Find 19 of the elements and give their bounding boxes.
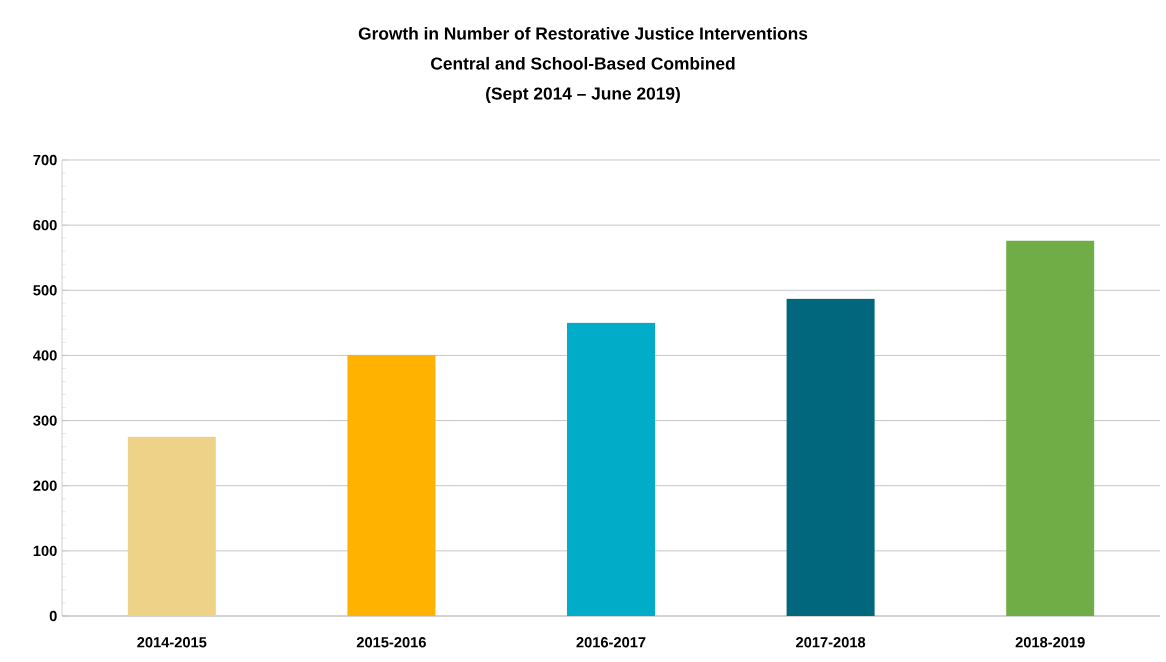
bar (567, 322, 656, 616)
bar (786, 298, 875, 616)
bar (127, 436, 216, 616)
x-tick-label: 2014-2015 (137, 637, 207, 648)
y-tick-label: 600 (33, 219, 57, 231)
y-tick-label: 500 (33, 285, 57, 296)
x-tick-label: 2017-2018 (796, 637, 866, 648)
bar (1006, 240, 1095, 616)
chart-title: Growth in Number of Restorative Justice Interventions Central and School-Based Combined (Sept 2014 – June 2019) (358, 26, 808, 104)
x-tick-label: 2015-2016 (356, 637, 426, 648)
x-tick-label: 2016-2017 (576, 637, 646, 648)
y-tick-label: 700 (33, 154, 57, 166)
y-tick-label: 300 (33, 415, 57, 426)
y-tick-label: 400 (33, 350, 57, 361)
y-tick-label: 0 (49, 610, 57, 622)
y-tick-label: 100 (33, 545, 57, 557)
bar (347, 354, 436, 616)
y-tick-label: 200 (33, 480, 57, 491)
x-tick-label: 2018-2019 (1015, 637, 1085, 648)
